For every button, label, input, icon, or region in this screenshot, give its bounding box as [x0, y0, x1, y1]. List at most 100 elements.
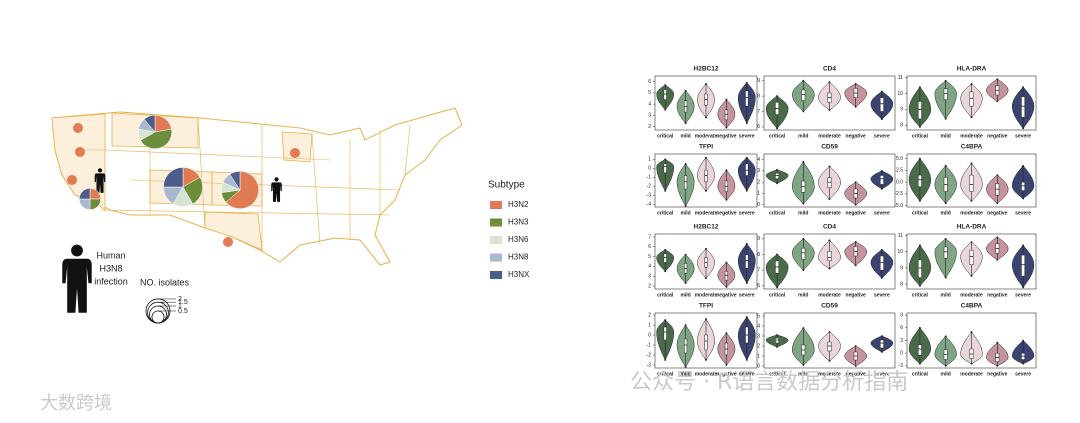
x-tick-label: mild — [798, 133, 808, 139]
box — [879, 255, 884, 271]
x-tick-label: mild — [941, 292, 951, 298]
outlier-dot — [919, 362, 921, 365]
x-tick-label: critical — [769, 210, 786, 216]
outlier-dot — [802, 327, 805, 329]
panel-frame — [906, 75, 1037, 131]
panel-frame — [763, 312, 896, 369]
outlier-dot — [684, 282, 687, 285]
y-tick-label: 2 — [648, 283, 651, 289]
box — [724, 271, 728, 281]
y-tick-label: 0.0 — [896, 179, 903, 185]
y-tick-label: 2 — [648, 312, 651, 318]
x-tick-label: critical — [912, 133, 929, 139]
outlier-dot — [802, 79, 805, 82]
outlier-dot — [1022, 339, 1024, 342]
x-tick-label: negative — [716, 371, 737, 377]
outlier-dot — [802, 160, 805, 163]
legend-label: H3N2 — [508, 200, 529, 209]
y-tick-label: 11 — [898, 233, 903, 239]
box — [1021, 96, 1026, 118]
outlier-dot — [970, 83, 973, 85]
y-tick-label: 0 — [648, 166, 651, 172]
x-tick-label: mild — [941, 133, 951, 139]
outlier-dot — [1022, 286, 1024, 289]
panel-frame — [654, 75, 758, 131]
box — [775, 337, 780, 344]
outlier-dot — [802, 269, 805, 272]
y-tick-label: -4 — [647, 202, 652, 208]
outlier-dot — [684, 253, 687, 256]
y-tick-label: 0 — [648, 332, 651, 338]
y-tick-label: 10 — [897, 91, 903, 97]
outlier-dot — [970, 162, 973, 165]
outlier-dot — [705, 82, 707, 85]
panel-frame — [654, 153, 758, 208]
outlier-dot — [881, 90, 883, 93]
outlier-dot — [725, 98, 728, 101]
outlier-dot — [684, 205, 687, 208]
outlier-dot — [664, 319, 667, 321]
panel-frame — [906, 312, 1037, 369]
outlier-dot — [970, 362, 973, 365]
violin-panel: CD59 0 1 2 3 4 critical mild moderate negative sev… — [757, 144, 896, 216]
outlier-dot — [664, 359, 667, 361]
box — [745, 163, 749, 176]
watermark: 公众号 · R语言数据分析指南 — [630, 370, 908, 395]
y-tick-label: -3 — [899, 363, 904, 369]
x-tick-label: critical — [912, 292, 929, 298]
outlier-dot — [854, 365, 857, 367]
pie-slice — [290, 148, 300, 158]
outlier-dot — [776, 95, 778, 97]
outlier-dot — [745, 316, 748, 318]
y-tick-label: 2.5 — [896, 168, 903, 174]
x-tick-label: critical — [657, 210, 674, 216]
outlier-dot — [854, 264, 857, 267]
outlier-dot — [664, 248, 667, 251]
outlier-dot — [745, 359, 748, 361]
outlier-dot — [745, 242, 748, 245]
outlier-dot — [996, 341, 999, 344]
y-tick-label: 3 — [757, 168, 760, 174]
pie-slice — [79, 188, 91, 200]
outlier-dot — [996, 202, 999, 205]
x-tick-label: negative — [716, 292, 737, 298]
outlier-dot — [705, 116, 707, 119]
outlier-dot — [664, 158, 667, 161]
outlier-dot — [664, 270, 667, 273]
legend-label: H3NX — [508, 270, 530, 279]
panel-frame — [763, 75, 896, 131]
y-tick-label: -2 — [647, 352, 652, 358]
outlier-dot — [881, 170, 883, 172]
y-tick-label: 4 — [757, 157, 760, 163]
x-tick-label: negative — [846, 133, 867, 139]
outlier-dot — [776, 168, 778, 171]
x-tick-label: mild — [680, 371, 690, 377]
panel-title: CD59 — [821, 144, 838, 151]
pie-slice — [140, 128, 172, 149]
outlier-dot — [684, 122, 687, 125]
x-tick-label: negative — [846, 210, 867, 216]
legend-swatch — [490, 271, 502, 279]
outlier-dot — [802, 364, 805, 366]
outlier-dot — [684, 162, 687, 165]
outlier-dot — [970, 241, 973, 243]
outlier-dot — [881, 351, 883, 353]
human-icon-legend — [62, 244, 92, 313]
watermark: 大数跨境 — [40, 393, 112, 414]
outlier-dot — [919, 284, 921, 287]
x-tick-label: severe — [1015, 210, 1031, 216]
panel-title: C4BPA — [961, 303, 983, 310]
box — [745, 254, 749, 269]
y-tick-label: 4 — [648, 101, 651, 107]
outlier-dot — [776, 127, 778, 130]
outlier-dot — [919, 244, 921, 247]
box — [827, 341, 832, 352]
box — [969, 91, 974, 107]
outlier-dot — [828, 239, 831, 242]
outlier-dot — [881, 248, 883, 251]
outlier-dot — [664, 108, 667, 111]
y-tick-label: 9 — [757, 236, 760, 242]
y-tick-label: 1 — [757, 353, 760, 359]
outlier-dot — [725, 126, 728, 129]
